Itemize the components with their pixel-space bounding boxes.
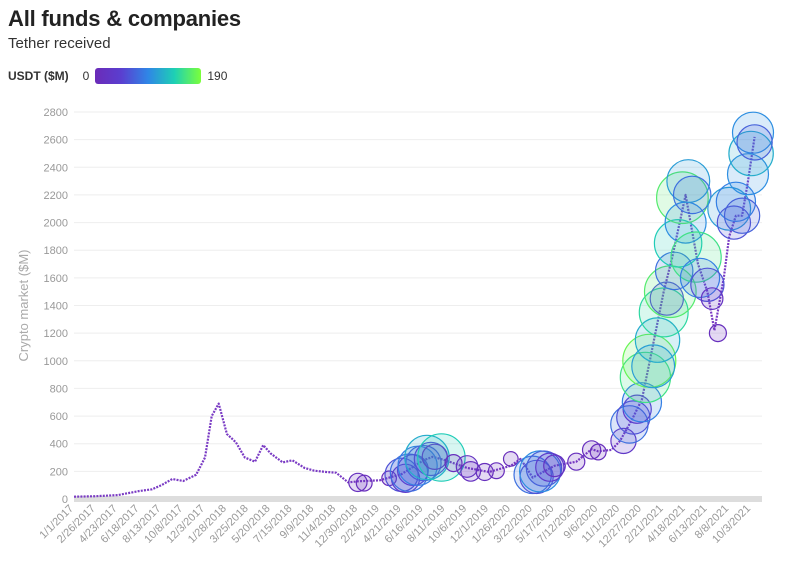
bubble (567, 452, 586, 471)
bubble (535, 452, 565, 482)
bubble (616, 400, 651, 435)
bubble (649, 281, 685, 316)
y-tick-label: 1000 (44, 356, 68, 368)
bubble (589, 443, 607, 461)
bubble (723, 197, 761, 234)
bubble (348, 472, 368, 493)
bubble (666, 159, 711, 204)
bubble (715, 181, 757, 222)
bubble (444, 454, 463, 473)
bubble (502, 451, 519, 467)
y-tick-label: 1800 (44, 245, 68, 257)
chart-title: All funds & companies (8, 6, 241, 31)
y-tick-label: 1600 (44, 273, 68, 285)
y-tick-label: 800 (50, 383, 68, 395)
bubble (670, 231, 722, 283)
x-axis-ticks: 1/1/20172/26/20174/23/20176/18/20178/13/… (37, 503, 753, 550)
y-tick-label: 2200 (44, 190, 68, 202)
bubble (654, 251, 694, 291)
bubble (610, 427, 637, 455)
market-line (73, 136, 756, 498)
legend-gradient-bar (95, 68, 202, 84)
bubble (653, 219, 703, 268)
bubble (631, 344, 676, 389)
y-axis-ticks: 0 200 400 600 800 1000 1200 1400 1600 1800 2000 220… (44, 107, 68, 506)
legend-title: USDT ($M) (8, 69, 69, 83)
market-series (73, 136, 756, 498)
y-tick-label: 2000 (44, 218, 68, 230)
bubble (417, 433, 466, 482)
color-legend: USDT ($M) 0 190 (8, 66, 227, 86)
chart-subtitle: Tether received (8, 35, 111, 52)
bubble (460, 461, 482, 482)
bubble (638, 287, 689, 338)
y-tick-label: 1200 (44, 328, 68, 340)
bubble (700, 287, 724, 311)
bubble (487, 462, 505, 480)
bubble (543, 454, 566, 478)
bubble (726, 153, 770, 196)
y-tick-label: 2600 (44, 135, 68, 147)
bubble (581, 440, 602, 460)
y-axis-label: Crypto market ($M) (16, 250, 31, 362)
bubble (690, 267, 725, 302)
bubble (716, 205, 752, 240)
y-tick-label: 600 (50, 411, 68, 423)
y-tick-label: 0 (62, 494, 68, 506)
y-tick-label: 200 (50, 466, 68, 478)
y-tick-label: 2800 (44, 107, 68, 119)
y-tick-label: 1400 (44, 301, 68, 313)
bubble (736, 124, 773, 161)
legend-max-label: 190 (207, 69, 228, 83)
y-tick-label: 400 (50, 439, 68, 451)
grid-lines (74, 111, 762, 502)
bubble (355, 474, 373, 492)
bubble (731, 111, 775, 154)
bubble (708, 324, 728, 343)
y-tick-label: 2400 (44, 162, 68, 174)
bubble-layer (348, 111, 775, 495)
bubble (672, 175, 712, 215)
legend-min-label: 0 (82, 69, 90, 83)
